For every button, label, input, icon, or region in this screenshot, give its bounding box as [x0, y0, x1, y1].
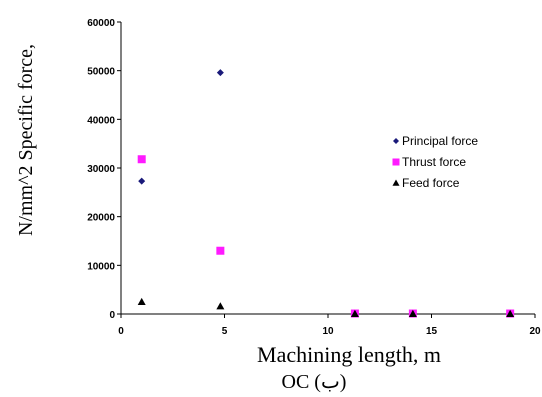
legend-feed-force-label: Feed force: [402, 176, 460, 190]
principal-force-point: [138, 177, 146, 185]
y-ticks: 0 10000 20000 30000 40000 50000 60000: [87, 18, 121, 321]
legend-feed-force-marker: [392, 179, 400, 186]
legend-principal-force-label: Principal force: [402, 134, 478, 148]
feed-force-point: [216, 302, 225, 310]
x-tick-label: 15: [426, 326, 438, 337]
principal-force-point: [216, 69, 224, 77]
y-tick-label: 60000: [87, 18, 115, 29]
data-points: [137, 69, 515, 318]
feed-force-point: [137, 297, 146, 306]
x-ticks: 0 5 10 15 20: [118, 314, 541, 337]
x-tick-label: 5: [222, 326, 228, 337]
legend-thrust-force-label: Thrust force: [402, 155, 466, 169]
legend-thrust-force-marker: [392, 158, 400, 166]
feed-force-point: [350, 309, 359, 317]
thrust-force-point: [137, 155, 146, 164]
x-tick-label: 10: [322, 326, 334, 337]
feed-force-point: [506, 309, 515, 317]
y-tick-label: 30000: [87, 164, 115, 175]
y-tick-label: 50000: [87, 67, 115, 78]
y-axis-label: N/mm^2 Specific force,: [15, 44, 37, 236]
legend-principal-force-marker: [393, 138, 399, 144]
y-tick-label: 40000: [87, 115, 115, 126]
y-tick-label: 0: [109, 310, 115, 321]
legend: Principal force Thrust force Feed force: [392, 134, 478, 190]
x-tick-label: 0: [118, 326, 124, 337]
y-tick-label: 10000: [87, 261, 115, 272]
x-axis-label: Machining length, m: [257, 342, 441, 367]
x-tick-label: 20: [529, 326, 541, 337]
thrust-force-point: [216, 246, 225, 255]
feed-force-point: [408, 309, 417, 317]
chart-subtitle: OC (ب): [282, 371, 347, 393]
y-tick-label: 20000: [87, 213, 115, 224]
axes: [120, 22, 535, 315]
